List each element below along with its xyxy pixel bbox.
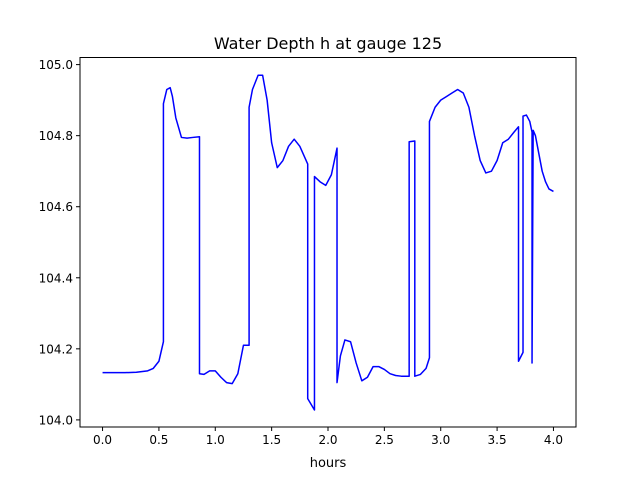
x-tick-label: 1.5 [262,433,281,447]
x-tick-label: 3.0 [431,433,450,447]
x-tick-label: 1.0 [206,433,225,447]
y-tick-label: 105.0 [39,58,73,72]
y-tick-label: 104.6 [39,200,73,214]
x-tick-label: 4.0 [544,433,563,447]
x-axis: 0.0 0.5 1.0 1.5 2.0 2.5 3.0 3.5 4.0 [93,427,563,447]
y-axis: 104.0 104.2 104.4 104.6 104.8 105.0 [39,58,80,427]
y-tick-label: 104.0 [39,413,73,427]
y-tick-label: 104.2 [39,342,73,356]
plot-area [102,74,554,411]
y-tick-label: 104.8 [39,129,73,143]
x-axis-label: hours [310,456,347,471]
series-line-0 [102,74,554,411]
x-tick-label: 2.5 [375,433,394,447]
x-tick-label: 0.5 [149,433,168,447]
y-tick-label: 104.4 [39,271,73,285]
axes-frame [79,57,577,428]
x-tick-label: 2.0 [318,433,337,447]
chart-title: Water Depth h at gauge 125 [214,34,442,53]
x-tick-label: 0.0 [93,433,112,447]
x-tick-label: 3.5 [488,433,507,447]
